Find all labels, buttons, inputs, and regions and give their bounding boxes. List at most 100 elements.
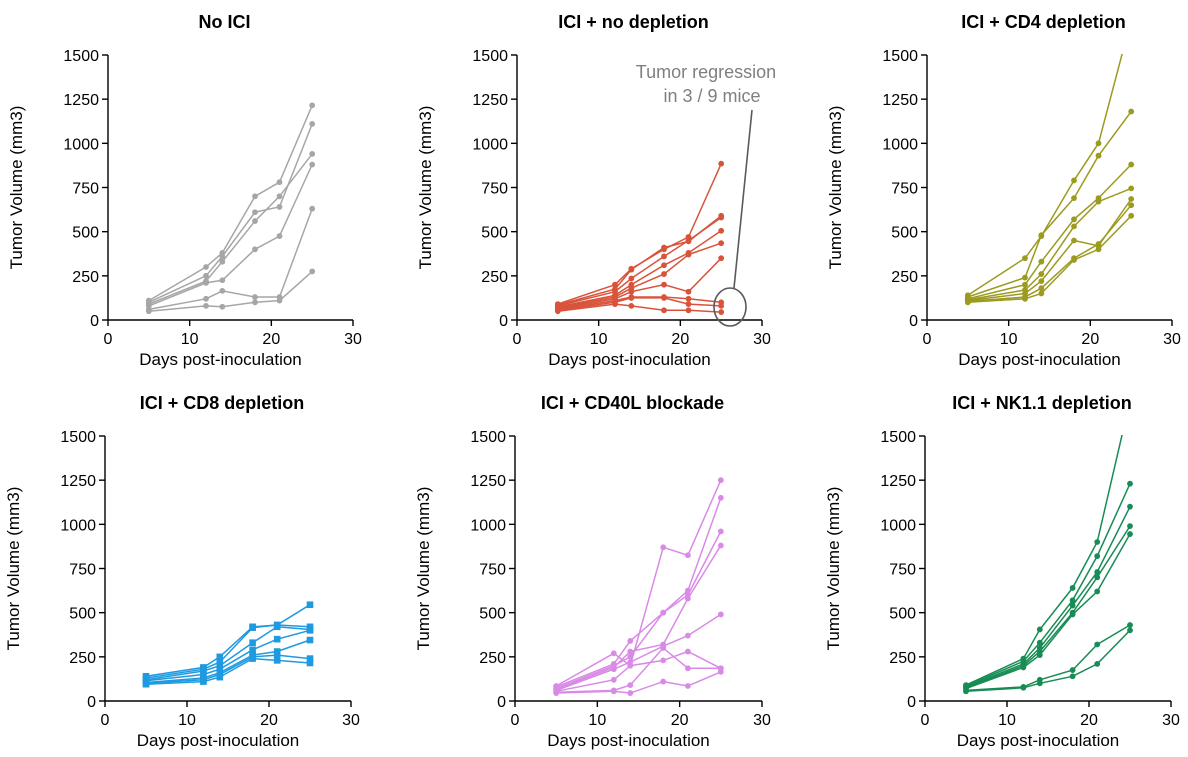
series-line [148,105,313,302]
data-point [554,308,561,315]
series-line [145,639,311,684]
y-tick-label: 1000 [60,517,96,534]
x-tick-label: 30 [753,712,771,729]
y-tick-label: 0 [497,694,506,711]
data-point [1036,626,1043,633]
data-point [628,288,635,295]
data-point [1095,198,1102,205]
x-tick-label: 0 [511,712,520,729]
data-point [718,302,725,309]
x-axis-label: Days post-inoculation [139,350,302,369]
data-point [200,667,207,675]
data-point [249,646,256,654]
y-tick-label: 0 [499,313,508,330]
data-point [249,639,256,646]
y-tick-label: 250 [891,269,918,286]
data-point [660,645,667,651]
x-axis-label: Days post-inoculation [548,350,711,369]
data-point [1127,523,1133,529]
data-point [203,302,209,309]
data-point [610,666,617,673]
annotation-ellipse [713,287,747,327]
x-axis-label: Days post-inoculation [137,731,300,750]
data-point [628,275,635,282]
data-point [685,307,692,314]
series-group [964,54,1135,306]
chart-panel-ici-no-depletion: ICI + no depletion 0 250 500 750 1000 1250 1500… [416,12,776,369]
series-line [556,646,721,693]
data-point [252,209,258,216]
x-tick-label: 30 [1163,331,1181,348]
data-point [660,609,667,616]
data-point [1069,611,1076,618]
data-point [1094,661,1101,667]
data-point [1069,667,1076,673]
data-point [627,653,634,660]
series-line [148,270,313,312]
series-line [967,163,1132,300]
series-line [145,657,311,685]
data-point [273,651,281,659]
data-point [309,161,316,168]
x-tick-label: 10 [181,331,199,348]
data-point [1127,480,1133,487]
y-tick-label: 750 [69,562,96,579]
data-point [1038,285,1045,292]
y-tick-label: 250 [69,650,96,667]
series-line [555,479,722,687]
y-tick-label: 750 [479,562,506,579]
y-axis-label: Tumor Volume (mm3) [414,487,433,651]
data-point [685,552,691,559]
data-point [1094,569,1101,575]
x-tick-label: 20 [671,331,689,348]
chart-panel-ici-cd8-depletion: ICI + CD8 depletion 0 250 500 750 1000 1250 150… [4,393,360,750]
data-point [276,233,283,239]
data-point [252,218,258,224]
chart-title: ICI + NK1.1 depletion [952,393,1132,413]
data-point [309,268,316,275]
y-tick-label: 0 [90,313,99,330]
data-point [1128,185,1135,192]
data-point [1095,241,1102,247]
data-point [219,277,226,284]
x-tick-label: 0 [513,331,522,348]
data-point [685,648,691,655]
data-point [628,266,635,273]
x-tick-label: 0 [104,331,113,348]
data-point [249,655,256,662]
x-tick-label: 20 [260,712,278,729]
y-tick-label: 1250 [60,473,96,490]
chart-title: ICI + no depletion [558,12,709,32]
series-line [965,435,1123,686]
data-point [661,295,667,301]
data-point [1128,108,1135,115]
y-tick-label: 500 [889,606,916,623]
data-point [627,662,634,669]
x-tick-label: 0 [923,331,932,348]
chart-title: ICI + CD8 depletion [140,393,305,413]
data-point [964,299,971,306]
series-line [145,654,311,685]
y-tick-label: 1500 [470,429,506,446]
data-point [309,205,316,212]
series-line [555,613,722,692]
data-point [252,299,258,306]
x-tick-label: 10 [590,331,608,348]
data-point [276,179,283,186]
y-tick-label: 750 [891,181,918,198]
series-line [555,531,722,690]
data-point [1094,574,1101,581]
data-point [1071,216,1077,223]
data-point [273,623,281,631]
data-point [216,653,224,661]
data-point [203,280,209,286]
data-point [1094,539,1101,545]
series-line [965,506,1131,688]
series-line [557,257,722,310]
chart-panel-ici-cd40l-blockade: ICI + CD40L blockade 0 250 500 750 1000 1250 15… [414,393,771,750]
data-point [685,295,692,302]
data-point [306,627,314,634]
data-point [627,690,634,696]
data-point [249,624,256,631]
